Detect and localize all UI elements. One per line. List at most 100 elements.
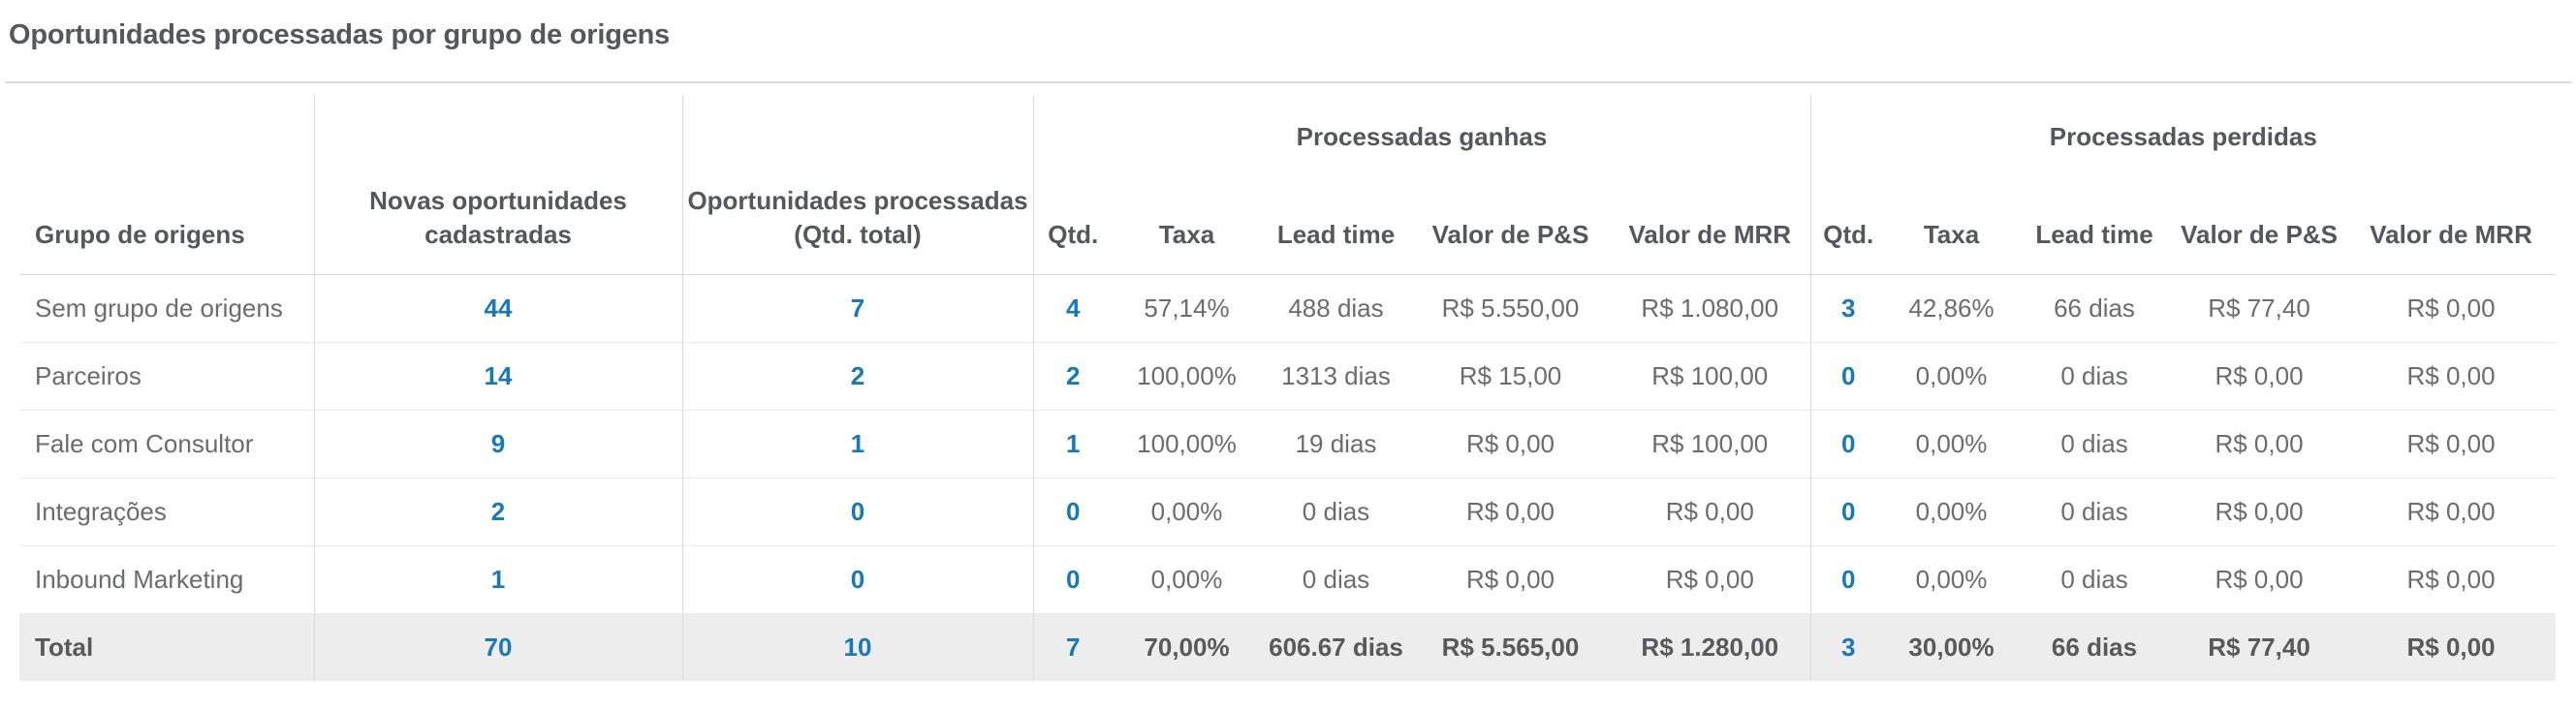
new-opportunities-count-link[interactable]: 2 [314, 477, 683, 545]
lost-qty-link[interactable]: 0 [1810, 477, 1887, 545]
col-header-lost-valor-ps: Valor de P&S [2181, 220, 2338, 250]
lost-lead-time-cell: 66 dias [2017, 612, 2173, 681]
lost-lead-time-cell: 0 dias [2017, 341, 2173, 410]
origin-group-cell: Inbound Marketing [19, 544, 315, 613]
report-title: Oportunidades processadas por grupo de o… [9, 19, 671, 50]
won-lead-time-cell: 488 dias [1288, 293, 1384, 323]
processed-total-count-link[interactable]: 2 [682, 341, 1034, 410]
lost-rate-cell: 42,86% [1908, 293, 1995, 323]
won-mrr-value-cell: R$ 0,00 [1610, 544, 1811, 613]
lost-ps-value-cell: R$ 77,40 [2172, 612, 2347, 681]
lost-rate-cell: 0,00% [1886, 409, 2018, 478]
lost-qty-link[interactable]: 0 [1810, 544, 1887, 613]
table-total-row: Total 70 10 7 70,00% 606.67 dias R$ 5.56… [19, 612, 2557, 681]
col-header-won-taxa: Taxa [1158, 220, 1215, 250]
origin-group-cell: Sem grupo de origens [19, 274, 315, 342]
won-lead-time-cell: 0 dias [1261, 544, 1411, 613]
table-row: Sem grupo de origens 44 7 4 57,14% 488 d… [19, 274, 2556, 342]
won-lead-time-cell: 1313 dias [1261, 341, 1411, 410]
lost-qty-link[interactable]: 0 [1810, 341, 1887, 410]
col-header-won-valor-ps: Valor de P&S [1431, 220, 1589, 250]
lost-lead-time-cell: 0 dias [2017, 477, 2173, 545]
report-table-wrapper: Grupo de origens Novas oportunidades cad… [19, 83, 2557, 681]
col-header-novas-oportunidades: Novas oportunidades cadastradas [314, 95, 683, 274]
won-rate-cell: 100,00% [1113, 341, 1261, 410]
processed-total-count-link[interactable]: 7 [682, 274, 1034, 342]
lost-mrr-value-cell: R$ 0,00 [2346, 544, 2557, 613]
lost-rate-cell: 0,00% [1886, 477, 2018, 545]
new-opportunities-count-link[interactable]: 1 [314, 544, 683, 613]
lost-mrr-value-cell: R$ 0,00 [2346, 612, 2557, 681]
lost-qty-link[interactable]: 0 [1810, 409, 1887, 478]
col-header-oportunidades-processadas: Oportunidades processadas (Qtd. total) [682, 95, 1034, 274]
won-qty-link[interactable]: 0 [1033, 477, 1113, 545]
lost-rate-cell: 0,00% [1886, 341, 2018, 410]
won-qty-link[interactable]: 0 [1033, 544, 1113, 613]
won-ps-value-cell: R$ 5.565,00 [1411, 612, 1610, 681]
lost-qty-link[interactable]: 3 [1841, 293, 1856, 323]
won-lead-time-cell: 0 dias [1261, 477, 1411, 545]
col-header-lost-taxa: Taxa [1923, 220, 1980, 250]
lost-ps-value-cell: R$ 0,00 [2172, 409, 2347, 478]
won-qty-link[interactable]: 7 [1033, 612, 1113, 681]
table-body: Sem grupo de origens 44 7 4 57,14% 488 d… [19, 274, 2557, 681]
lost-ps-value-cell: R$ 0,00 [2172, 544, 2347, 613]
lost-mrr-value-cell: R$ 0,00 [2346, 341, 2557, 410]
origin-group-cell: Total [19, 612, 315, 681]
won-lead-time-cell: 606.67 dias [1261, 612, 1411, 681]
won-ps-value-cell: R$ 5.550,00 [1441, 293, 1580, 323]
won-mrr-value-cell: R$ 0,00 [1610, 477, 1811, 545]
lost-mrr-value-cell: R$ 0,00 [2346, 409, 2557, 478]
origin-group-cell: Parceiros [19, 341, 315, 410]
table-row: Inbound Marketing 1 0 0 0,00% 0 dias R$ … [19, 544, 2557, 613]
processed-total-count-link[interactable]: 10 [682, 612, 1034, 681]
new-opportunities-count-link[interactable]: 9 [314, 409, 683, 478]
lost-lead-time-cell: 66 dias [2054, 293, 2135, 323]
lost-rate-cell: 0,00% [1886, 544, 2018, 613]
new-opportunities-count-link[interactable]: 44 [314, 274, 683, 342]
won-rate-cell: 57,14% [1144, 293, 1230, 323]
col-header-won-valor-mrr: Valor de MRR [1610, 185, 1811, 274]
won-qty-link[interactable]: 1 [1033, 409, 1113, 478]
report-table: Grupo de origens Novas oportunidades cad… [19, 95, 2557, 681]
new-opportunities-count-link[interactable]: 70 [314, 612, 683, 681]
lost-mrr-value-cell: R$ 0,00 [2406, 293, 2496, 323]
col-header-won-lead-time: Lead time [1276, 220, 1396, 250]
won-ps-value-cell: R$ 0,00 [1411, 477, 1610, 545]
processed-total-count-link[interactable]: 0 [682, 544, 1034, 613]
title-divider [5, 81, 2571, 83]
col-header-grupo-de-origens: Grupo de origens [19, 95, 315, 274]
processed-total-count-link[interactable]: 1 [682, 409, 1034, 478]
group-header-processadas-perdidas: Processadas perdidas [2049, 122, 2317, 151]
won-rate-cell: 0,00% [1113, 544, 1261, 613]
origin-group-cell: Integrações [19, 477, 315, 545]
table-row: Integrações 2 0 0 0,00% 0 dias R$ 0,00 R… [19, 477, 2557, 545]
table-row: Parceiros 14 2 2 100,00% 1313 dias R$ 15… [19, 341, 2557, 410]
won-ps-value-cell: R$ 15,00 [1411, 341, 1610, 410]
new-opportunities-count-link[interactable]: 14 [314, 341, 683, 410]
lost-mrr-value-cell: R$ 0,00 [2346, 477, 2557, 545]
won-mrr-value-cell: R$ 1.080,00 [1610, 274, 1811, 342]
lost-ps-value-cell: R$ 0,00 [2172, 341, 2347, 410]
won-mrr-value-cell: R$ 100,00 [1610, 409, 1811, 478]
lost-ps-value-cell: R$ 77,40 [2208, 293, 2310, 323]
processed-total-count-link[interactable]: 0 [682, 477, 1034, 545]
won-qty-link[interactable]: 2 [1033, 341, 1113, 410]
lost-lead-time-cell: 0 dias [2017, 544, 2173, 613]
lost-ps-value-cell: R$ 0,00 [2172, 477, 2347, 545]
origin-group-cell: Fale com Consultor [19, 409, 315, 478]
won-mrr-value-cell: R$ 100,00 [1610, 341, 1811, 410]
table-metric-header-row: Qtd. Taxa Lead time Valor de P&S Valor d… [19, 185, 2556, 274]
lost-lead-time-cell: 0 dias [2017, 409, 2173, 478]
won-qty-link[interactable]: 4 [1066, 293, 1081, 323]
lost-qty-link[interactable]: 3 [1810, 612, 1887, 681]
won-ps-value-cell: R$ 0,00 [1411, 544, 1610, 613]
won-lead-time-cell: 19 dias [1261, 409, 1411, 478]
table-row: Fale com Consultor 9 1 1 100,00% 19 dias… [19, 409, 2557, 478]
won-mrr-value-cell: R$ 1.280,00 [1610, 612, 1811, 681]
lost-rate-cell: 30,00% [1886, 612, 2018, 681]
won-rate-cell: 70,00% [1113, 612, 1261, 681]
won-ps-value-cell: R$ 0,00 [1411, 409, 1610, 478]
col-header-lost-qtd: Qtd. [1823, 220, 1874, 250]
